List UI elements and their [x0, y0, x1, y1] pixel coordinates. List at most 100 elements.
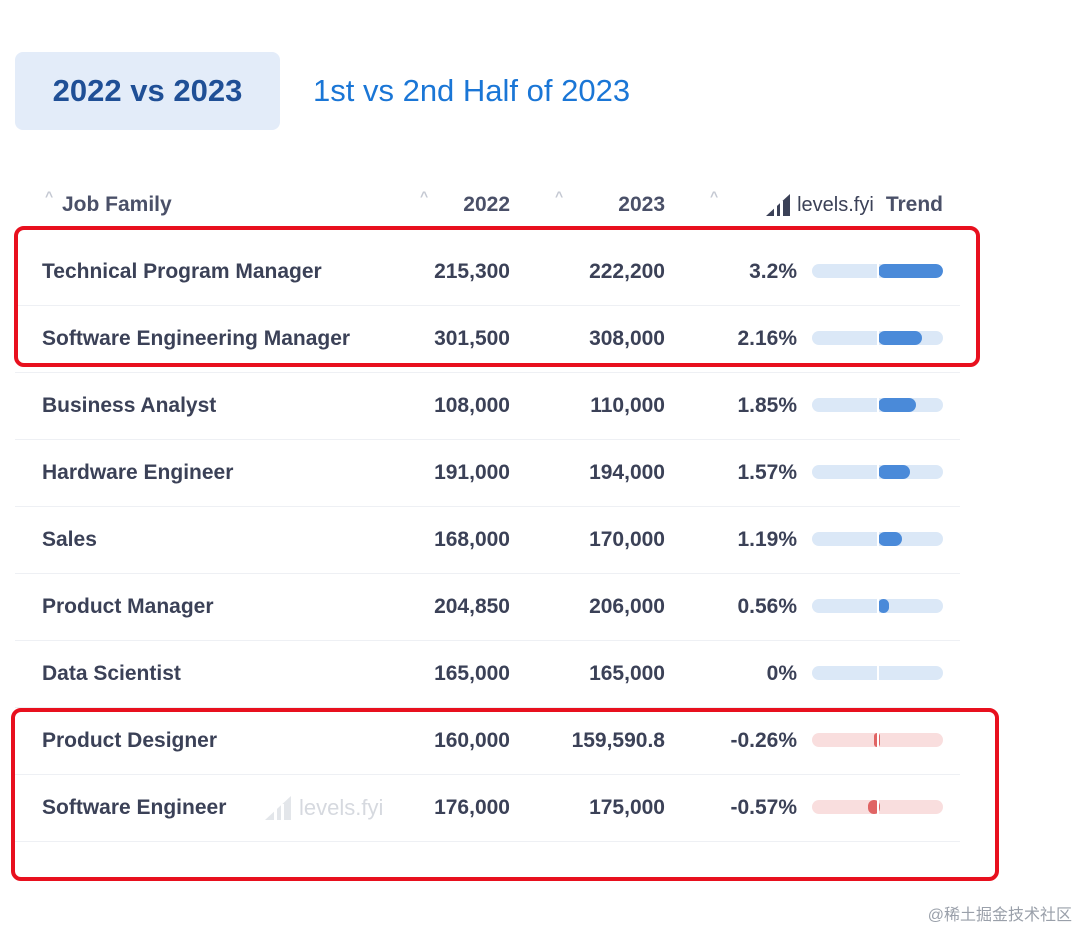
trend-bar — [812, 465, 943, 479]
trend-midline — [877, 532, 879, 546]
job-family-cell: Hardware Engineer — [42, 460, 234, 484]
trend-cell — [812, 506, 943, 573]
percent-change-cell: 3.2% — [749, 259, 797, 283]
header-2022-label: 2022 — [463, 193, 510, 216]
header-trend-label: Trend — [885, 193, 943, 216]
trend-midline — [877, 465, 879, 479]
trend-cell — [812, 439, 943, 506]
table-row: Hardware Engineer 191,000 194,000 1.57% — [15, 439, 960, 507]
trend-midline — [877, 666, 879, 680]
percent-change-cell: 1.19% — [737, 527, 797, 551]
trend-midline — [877, 800, 879, 814]
table-row: Product Designer 160,000 159,590.8 -0.26… — [15, 707, 960, 775]
value-2022-cell: 204,850 — [434, 594, 510, 618]
value-2023-cell: 110,000 — [590, 393, 665, 417]
value-2022-cell: 165,000 — [434, 661, 510, 685]
header-job-family[interactable]: ^ Job Family — [45, 180, 172, 230]
header-job-family-label: Job Family — [62, 193, 172, 216]
trend-bar — [812, 264, 943, 278]
percent-change-cell: 0.56% — [737, 594, 797, 618]
sort-caret-icon: ^ — [710, 188, 719, 204]
tab-2022-vs-2023[interactable]: 2022 vs 2023 — [15, 52, 280, 130]
percent-change-cell: 1.85% — [737, 393, 797, 417]
trend-bar — [812, 532, 943, 546]
trend-cell — [812, 573, 943, 640]
trend-cell — [812, 238, 943, 305]
value-2022-cell: 191,000 — [434, 460, 510, 484]
value-2023-cell: 194,000 — [589, 460, 665, 484]
trend-bar — [812, 800, 943, 814]
job-family-cell: Software Engineering Manager — [42, 326, 351, 350]
trend-fill — [878, 599, 890, 613]
trend-midline — [877, 264, 879, 278]
header-2023-label: 2023 — [618, 193, 665, 216]
watermark-label: levels.fyi — [299, 795, 384, 820]
value-2023-cell: 165,000 — [589, 661, 665, 685]
value-2023-cell: 159,590.8 — [571, 728, 665, 752]
trend-bar — [812, 331, 943, 345]
trend-midline — [877, 733, 879, 747]
tab-first-vs-second-half-2023[interactable]: 1st vs 2nd Half of 2023 — [313, 73, 631, 108]
trend-fill — [878, 398, 916, 412]
trend-cell — [812, 372, 943, 439]
value-2023-cell: 170,000 — [589, 527, 665, 551]
trend-bar — [812, 398, 943, 412]
value-2023-cell: 206,000 — [589, 594, 665, 618]
sort-caret-icon: ^ — [555, 188, 564, 204]
levels-fyi-watermark-icon — [265, 796, 291, 820]
value-2022-cell: 108,000 — [434, 393, 510, 417]
levels-fyi-logo-icon — [766, 194, 791, 216]
brand-label: levels.fyi — [797, 193, 874, 216]
table-row: Software Engineer 176,000 175,000 -0.57% — [15, 774, 960, 842]
percent-change-cell: -0.26% — [730, 728, 797, 752]
header-2022[interactable]: ^ 2022 — [420, 180, 510, 230]
footer-watermark: @稀土掘金技术社区 — [927, 907, 1072, 924]
trend-fill — [878, 465, 910, 479]
job-family-cell: Business Analyst — [42, 393, 217, 417]
value-2023-cell: 222,200 — [589, 259, 665, 283]
header-trend[interactable]: ^ levels.fyi Trend — [710, 180, 943, 230]
percent-change-cell: 1.57% — [737, 460, 797, 484]
trend-bar — [812, 599, 943, 613]
trend-fill — [878, 532, 903, 546]
trend-midline — [877, 398, 879, 412]
job-family-cell: Data Scientist — [42, 661, 181, 685]
value-2022-cell: 215,300 — [434, 259, 510, 283]
percent-change-cell: -0.57% — [730, 795, 797, 819]
header-2023[interactable]: ^ 2023 — [555, 180, 665, 230]
value-2022-cell: 176,000 — [434, 795, 510, 819]
table-row: Product Manager 204,850 206,000 0.56% — [15, 573, 960, 641]
job-family-cell: Technical Program Manager — [42, 259, 322, 283]
trend-midline — [877, 599, 879, 613]
trend-fill — [878, 264, 943, 278]
table-row: Business Analyst 108,000 110,000 1.85% — [15, 372, 960, 440]
sort-caret-icon: ^ — [45, 188, 54, 204]
levels-fyi-watermark: levels.fyi — [265, 793, 383, 823]
job-family-cell: Product Designer — [42, 728, 218, 752]
value-2023-cell: 175,000 — [589, 795, 665, 819]
value-2022-cell: 168,000 — [434, 527, 510, 551]
table-row: Technical Program Manager 215,300 222,20… — [15, 238, 960, 306]
trend-midline — [877, 331, 879, 345]
trend-fill — [868, 800, 880, 814]
trend-bar — [812, 733, 943, 747]
trend-cell — [812, 305, 943, 372]
job-family-cell: Product Manager — [42, 594, 214, 618]
trend-fill — [878, 331, 922, 345]
table-row: Data Scientist 165,000 165,000 0% — [15, 640, 960, 708]
value-2022-cell: 160,000 — [434, 728, 510, 752]
job-family-cell: Software Engineer — [42, 795, 227, 819]
table-row: Software Engineering Manager 301,500 308… — [15, 305, 960, 373]
percent-change-cell: 0% — [766, 661, 797, 685]
value-2022-cell: 301,500 — [434, 326, 510, 350]
trend-cell — [812, 707, 943, 774]
table-header: ^ Job Family ^ 2022 ^ 2023 ^ levels.fyi … — [15, 180, 960, 230]
trend-bar — [812, 666, 943, 680]
percent-change-cell: 2.16% — [737, 326, 797, 350]
value-2023-cell: 308,000 — [589, 326, 665, 350]
table-row: Sales 168,000 170,000 1.19% — [15, 506, 960, 574]
sort-caret-icon: ^ — [420, 188, 429, 204]
trend-cell — [812, 640, 943, 707]
trend-cell — [812, 774, 943, 841]
job-family-cell: Sales — [42, 527, 97, 551]
